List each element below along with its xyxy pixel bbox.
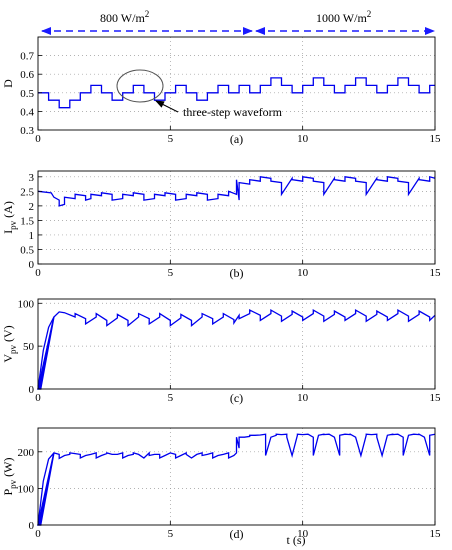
x-axis-label: t (s) <box>287 533 306 547</box>
y-tick-label: 1.5 <box>20 215 34 227</box>
panel-label: (d) <box>230 527 244 541</box>
chart-panel-3: 0 5 10 15 0 50 100 Vpv (V) (c) <box>1 298 441 405</box>
axes-frame <box>37 427 436 526</box>
series-line <box>37 308 436 390</box>
y-axis-label: Ipv (A) <box>1 201 18 234</box>
x-tick-label: 15 <box>430 528 442 540</box>
x-tick-label: 10 <box>297 392 309 404</box>
x-tick-label: 10 <box>297 267 309 279</box>
y-tick-label: 2.5 <box>20 186 34 198</box>
axes-frame <box>37 298 436 390</box>
x-tick-label: 5 <box>168 528 174 540</box>
y-tick-label: 50 <box>23 341 35 353</box>
y-tick-label: 3 <box>29 172 35 184</box>
plot-area <box>38 299 435 389</box>
x-tick-label: 5 <box>168 267 174 279</box>
y-axis-label: Ppv (W) <box>1 457 18 495</box>
panel-label: (a) <box>230 132 243 146</box>
panel-label: (b) <box>230 266 244 280</box>
x-tick-label: 5 <box>168 392 174 404</box>
waveform-callout: three-step waveform <box>116 69 283 119</box>
y-tick-label: 0 <box>29 520 35 532</box>
y-tick-label: 0.3 <box>20 125 34 137</box>
chart-panels: 0 5 10 150.30.40.50.60.7D(a)0 5 10 1500.511.52… <box>1 36 442 547</box>
waveform-callout-arrow <box>155 100 179 113</box>
y-tick-label: 0.7 <box>20 51 34 63</box>
y-axis-label: Vpv (V) <box>1 325 18 362</box>
y-axis-label: D <box>1 79 15 88</box>
plot-area <box>38 37 435 130</box>
x-tick-label: 15 <box>430 133 442 145</box>
waveform-highlight-ellipse <box>116 69 164 103</box>
y-tick-label: 0.6 <box>20 69 34 81</box>
irradiance-label-800: 800 W/m2 <box>100 9 149 25</box>
x-tick-label: 0 <box>35 392 41 404</box>
x-tick-label: 10 <box>297 133 309 145</box>
y-tick-label: 0.5 <box>20 244 34 256</box>
y-tick-label: 0.4 <box>20 106 34 118</box>
series-line <box>37 175 436 207</box>
x-tick-label: 0 <box>35 267 41 279</box>
x-tick-label: 0 <box>35 133 41 145</box>
chart-panel-1: 0 5 10 15 0.3 0.4 0.5 0.6 0.7 D (a) <box>1 36 442 146</box>
series-line <box>37 433 436 526</box>
x-tick-label: 15 <box>430 267 442 279</box>
y-tick-label: 100 <box>18 298 35 310</box>
y-tick-label: 1 <box>29 230 35 242</box>
waveform-callout-label: three-step waveform <box>183 105 283 119</box>
y-tick-label: 100 <box>18 483 35 495</box>
y-tick-label: 0.5 <box>20 88 34 100</box>
y-tick-label: 0 <box>29 259 35 271</box>
x-tick-label: 5 <box>168 133 174 145</box>
panel-label: (c) <box>230 391 243 405</box>
y-tick-label: 2 <box>29 201 35 213</box>
axes-frame <box>37 170 436 265</box>
x-tick-label: 10 <box>297 528 309 540</box>
irradiance-annotations: 800 W/m2 1000 W/m2 <box>41 9 435 35</box>
y-tick-label: 0 <box>29 384 35 396</box>
irradiance-label-1000: 1000 W/m2 <box>316 9 371 25</box>
series-line <box>38 77 435 109</box>
axes-frame <box>37 36 436 131</box>
x-tick-label: 0 <box>35 528 41 540</box>
x-tick-label: 15 <box>430 392 442 404</box>
y-tick-label: 200 <box>18 447 35 459</box>
